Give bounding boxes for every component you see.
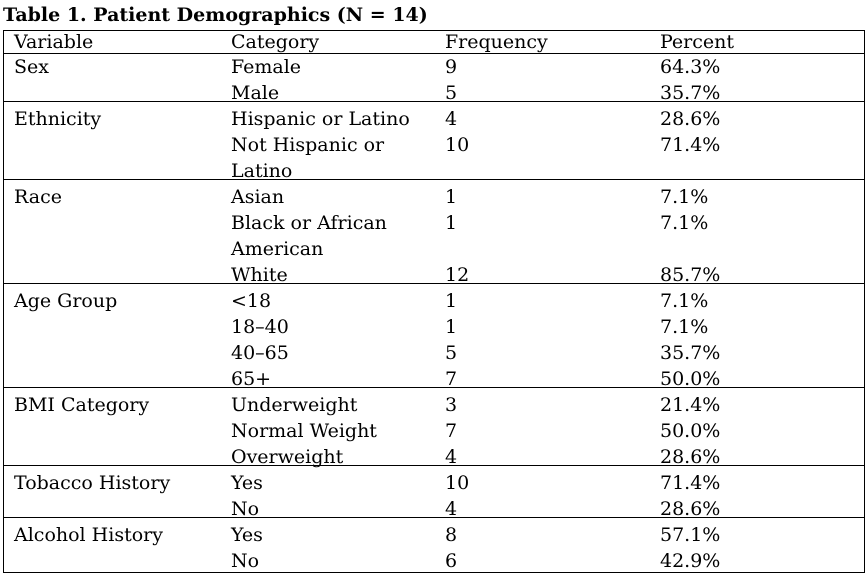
header-percent: Percent (660, 31, 735, 53)
frequency-cell: 8 (445, 524, 458, 546)
category-cell: Female (231, 56, 302, 78)
category-cell: Normal Weight (231, 420, 377, 442)
header-frequency: Frequency (445, 31, 548, 53)
group-separator (4, 283, 864, 284)
frequency-cell: 7 (445, 368, 458, 390)
category-cell: Not Hispanic or (231, 134, 385, 156)
category-cell: <18 (231, 290, 272, 312)
category-cell: No (231, 498, 260, 520)
frequency-cell: 9 (445, 56, 458, 78)
category-cell: No (231, 550, 260, 572)
category-cell: Yes (231, 472, 263, 494)
frequency-cell: 4 (445, 108, 458, 130)
percent-cell: 35.7% (660, 82, 721, 104)
variable-sex: Sex (14, 56, 49, 78)
category-cell: American (231, 238, 324, 260)
group-separator (4, 101, 864, 102)
group-separator (4, 465, 864, 466)
variable-alcohol-history: Alcohol History (14, 524, 163, 546)
frequency-cell: 12 (445, 264, 470, 286)
variable-race: Race (14, 186, 62, 208)
frequency-cell: 1 (445, 316, 458, 338)
percent-cell: 28.6% (660, 108, 721, 130)
frequency-cell: 3 (445, 394, 458, 416)
frequency-cell: 4 (445, 498, 458, 520)
frequency-cell: 5 (445, 82, 458, 104)
frequency-cell: 4 (445, 446, 458, 468)
percent-cell: 71.4% (660, 472, 721, 494)
frequency-cell: 10 (445, 472, 470, 494)
category-cell: Male (231, 82, 280, 104)
category-cell: Overweight (231, 446, 344, 468)
header-rule (4, 53, 864, 54)
percent-cell: 50.0% (660, 368, 721, 390)
percent-cell: 85.7% (660, 264, 721, 286)
percent-cell: 28.6% (660, 498, 721, 520)
variable-bmi-category: BMI Category (14, 394, 150, 416)
category-cell: Black or African (231, 212, 387, 234)
frequency-cell: 6 (445, 550, 458, 572)
demographics-table: Variable Category Frequency Percent Sex F… (3, 30, 865, 573)
percent-cell: 71.4% (660, 134, 721, 156)
percent-cell: 7.1% (660, 212, 709, 234)
category-cell: Underweight (231, 394, 358, 416)
category-cell: Yes (231, 524, 263, 546)
frequency-cell: 1 (445, 186, 458, 208)
variable-ethnicity: Ethnicity (14, 108, 102, 130)
percent-cell: 42.9% (660, 550, 721, 572)
percent-cell: 57.1% (660, 524, 721, 546)
percent-cell: 50.0% (660, 420, 721, 442)
frequency-cell: 1 (445, 290, 458, 312)
percent-cell: 64.3% (660, 56, 721, 78)
category-cell: 65+ (231, 368, 272, 390)
frequency-cell: 5 (445, 342, 458, 364)
frequency-cell: 10 (445, 134, 470, 156)
group-separator (4, 517, 864, 518)
category-cell: Hispanic or Latino (231, 108, 410, 130)
header-category: Category (231, 31, 320, 53)
percent-cell: 7.1% (660, 316, 709, 338)
category-cell: Latino (231, 160, 293, 182)
category-cell: White (231, 264, 288, 286)
table-title: Table 1. Patient Demographics (N = 14) (3, 4, 428, 26)
percent-cell: 7.1% (660, 186, 709, 208)
frequency-cell: 1 (445, 212, 458, 234)
percent-cell: 28.6% (660, 446, 721, 468)
percent-cell: 21.4% (660, 394, 721, 416)
variable-age-group: Age Group (14, 290, 118, 312)
header-variable: Variable (14, 31, 94, 53)
table-top-rule (4, 30, 864, 31)
category-cell: 40–65 (231, 342, 289, 364)
group-separator (4, 179, 864, 180)
category-cell: 18–40 (231, 316, 289, 338)
percent-cell: 7.1% (660, 290, 709, 312)
variable-tobacco-history: Tobacco History (14, 472, 171, 494)
frequency-cell: 7 (445, 420, 458, 442)
percent-cell: 35.7% (660, 342, 721, 364)
group-separator (4, 387, 864, 388)
category-cell: Asian (231, 186, 285, 208)
